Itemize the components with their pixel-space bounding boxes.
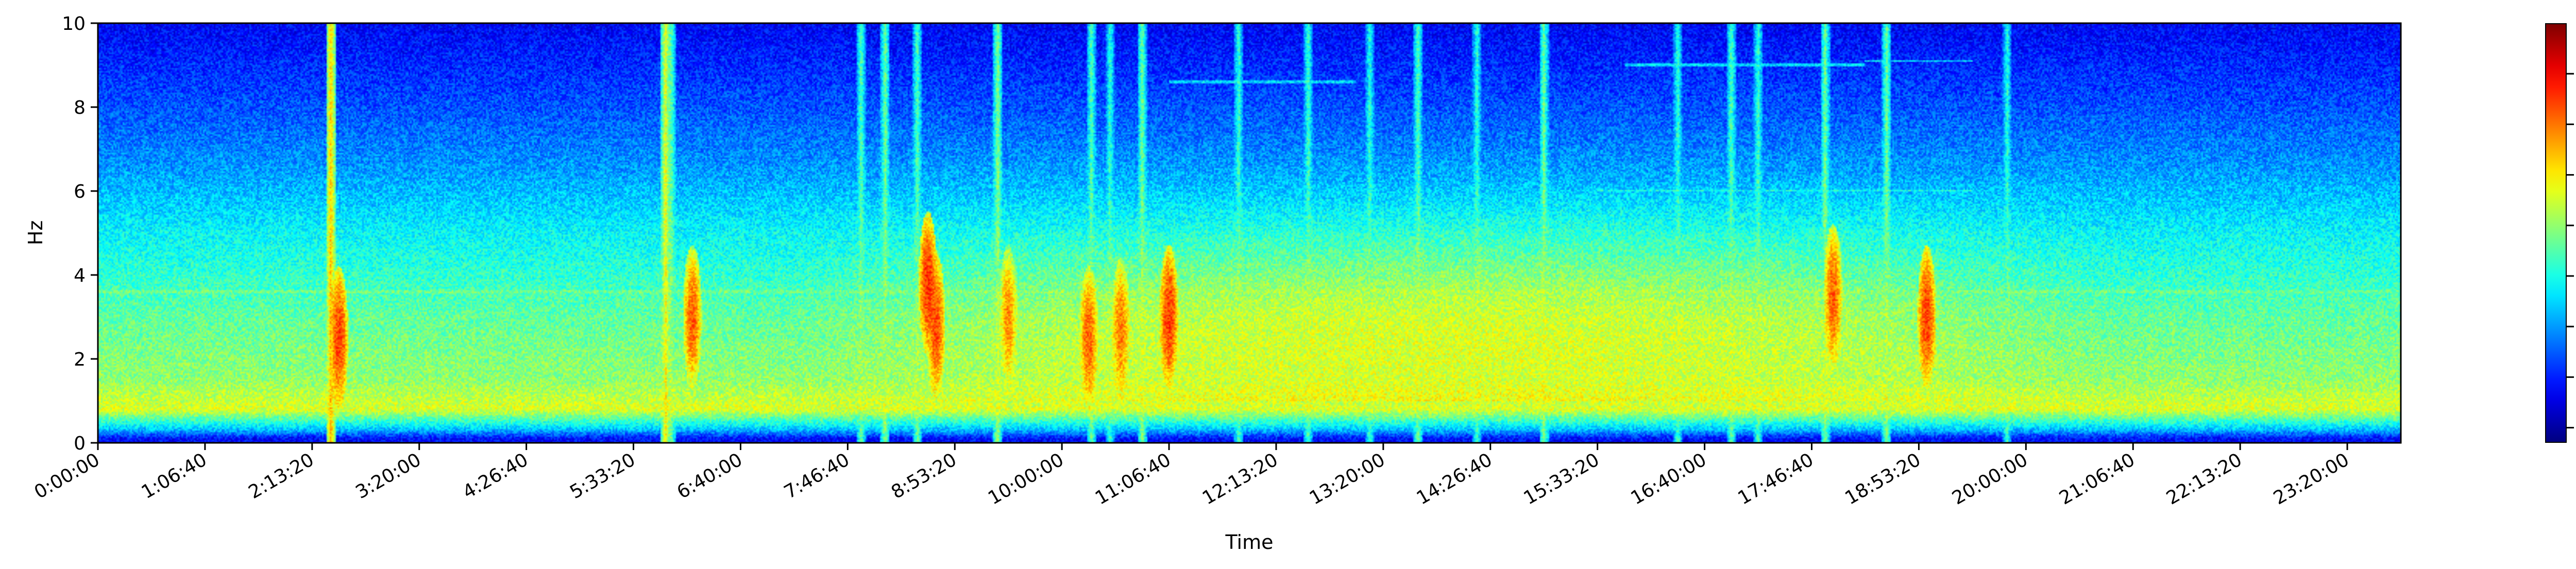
x-tick-label: 12:13:20: [1199, 449, 1282, 509]
x-tick-label: 2:13:20: [245, 449, 318, 503]
x-tick-label: 17:46:40: [1734, 449, 1817, 509]
x-tick-label: 16:40:00: [1628, 449, 1710, 509]
x-tick-label: 7:46:40: [781, 449, 853, 503]
x-axis-label: Time: [1225, 531, 1274, 554]
x-tick-label: 14:26:40: [1413, 449, 1496, 509]
y-tick-label: 4: [74, 265, 86, 286]
y-tick-label: 10: [62, 13, 86, 35]
x-tick-label: 0:00:00: [31, 449, 104, 503]
x-tick-label: 1:06:40: [138, 449, 211, 503]
x-tick-label: 10:00:00: [985, 449, 1067, 509]
y-tick-label: 2: [74, 349, 86, 370]
y-axis-label: Hz: [24, 220, 47, 246]
x-tick-label: 13:20:00: [1306, 449, 1389, 509]
x-tick-label: 20:00:00: [1948, 449, 2031, 509]
y-tick-label: 6: [74, 181, 86, 202]
x-tick-label: 8:53:20: [888, 449, 960, 503]
x-ticks: 0:00:00 1:06:40 2:13:20 3:20:00 4:26:40 5:33:…: [31, 443, 2353, 509]
x-tick-label: 3:20:00: [352, 449, 425, 503]
y-tick-label: 0: [74, 433, 86, 454]
x-tick-label: 23:20:00: [2270, 449, 2353, 509]
plot-frame: [97, 22, 2402, 444]
spectrogram-heatmap: [98, 23, 2401, 443]
x-tick-label: 22:13:20: [2163, 449, 2246, 509]
colorbar-ticks: -80 dB-70 dB-60 dB-50 dB-40 dB-30 dB-20 …: [2567, 73, 2574, 429]
x-tick-label: 5:33:20: [566, 449, 639, 503]
x-tick-label: 15:33:20: [1520, 449, 1603, 509]
y-ticks: 0 2 4 6 8 10: [62, 13, 98, 454]
x-tick-label: 4:26:40: [459, 449, 532, 503]
x-tick-label: 18:53:20: [1841, 449, 1924, 509]
x-tick-label: 6:40:00: [673, 449, 746, 503]
y-tick-label: 8: [74, 97, 86, 118]
x-tick-label: 11:06:40: [1092, 449, 1175, 509]
colorbar-gradient: [2545, 23, 2567, 443]
x-tick-label: 21:06:40: [2056, 449, 2139, 509]
